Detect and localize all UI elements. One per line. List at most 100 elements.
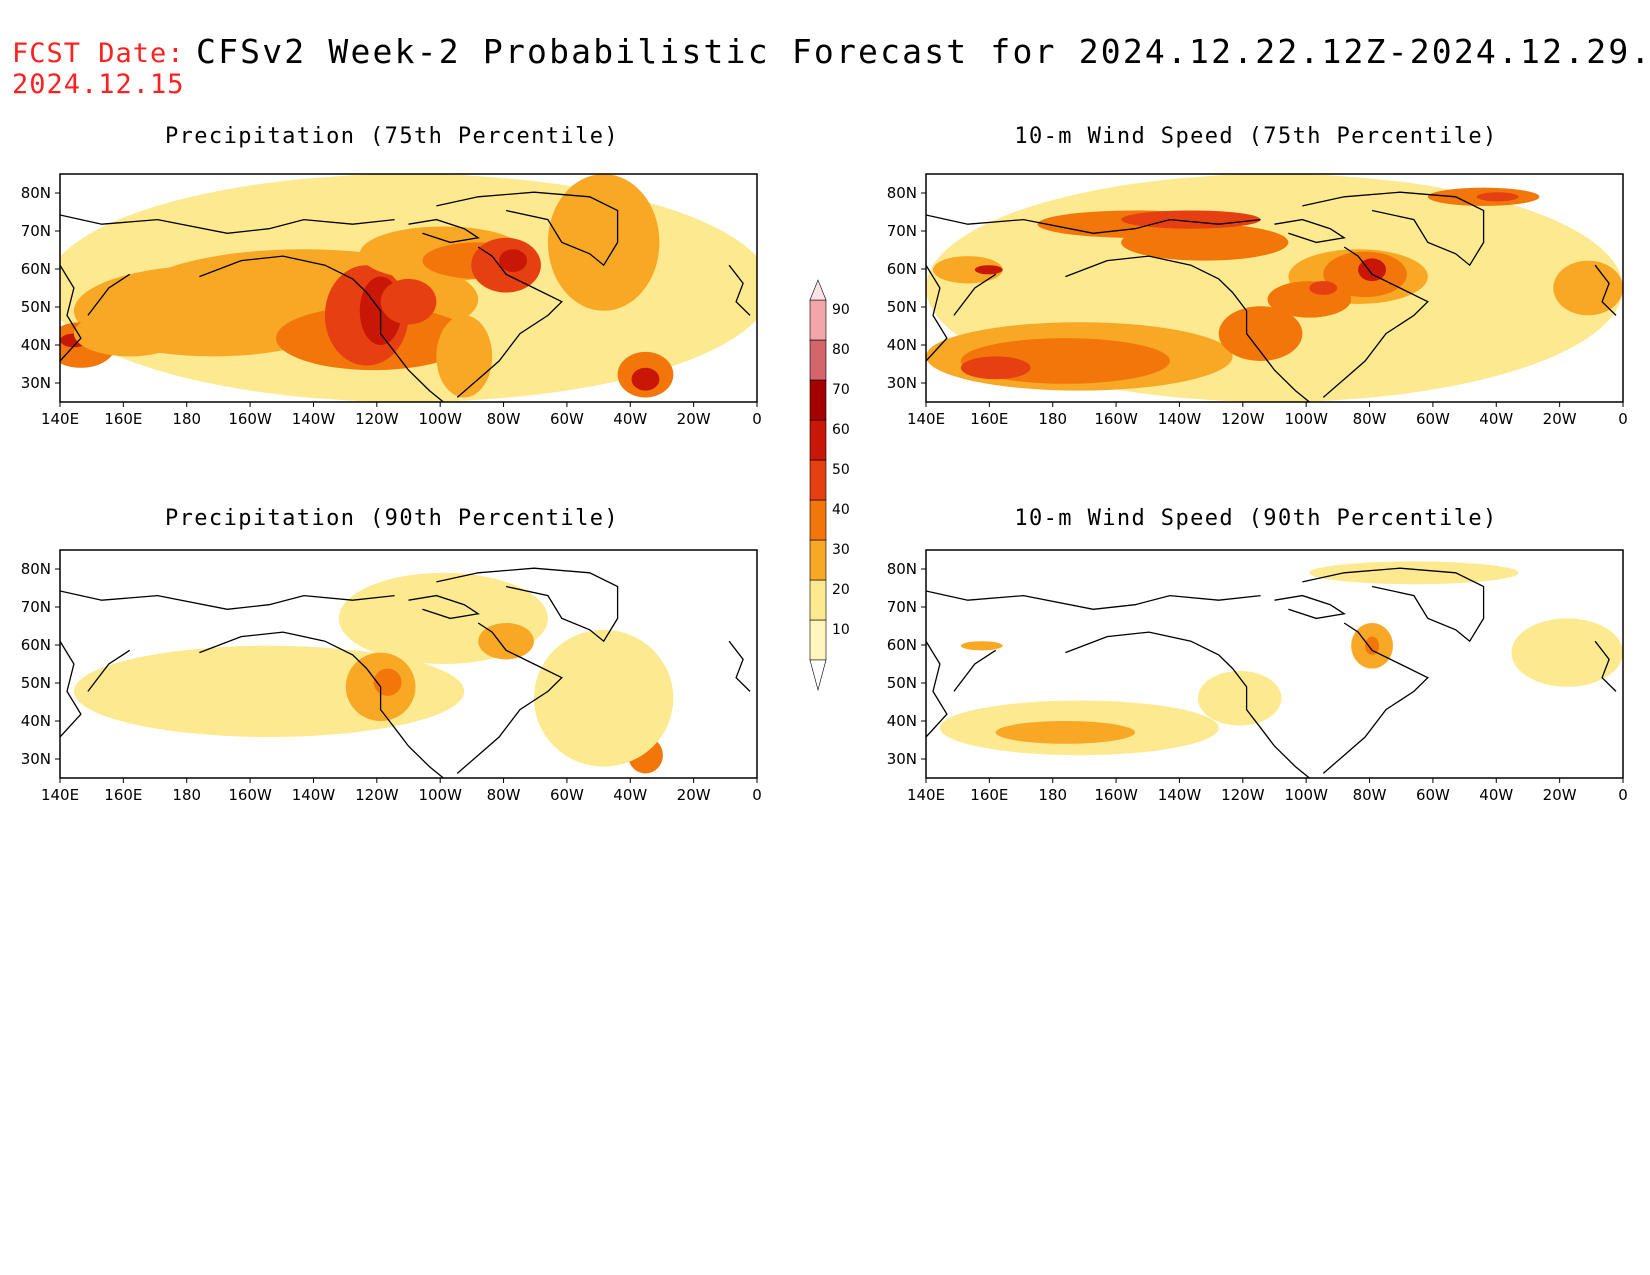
lon-tick-label: 100W [1284, 786, 1328, 804]
lon-tick-label: 120W [1221, 786, 1265, 804]
lat-tick-label: 60N [21, 260, 51, 278]
lon-tick-label: 140W [1158, 410, 1202, 428]
probability-contour [960, 356, 1031, 380]
lon-tick-label: 140W [1158, 786, 1202, 804]
lon-tick-label: 120W [1221, 410, 1265, 428]
lon-tick-label: 80W [487, 410, 521, 428]
probability-contour [631, 367, 660, 391]
lat-tick-label: 80N [887, 560, 917, 578]
map-frame [925, 173, 1624, 403]
colorbar-bottom-cap [809, 659, 827, 692]
coastline [953, 273, 997, 316]
panel-title-wind90: 10-m Wind Speed (90th Percentile) [1014, 506, 1498, 531]
colorbar-label: 50 [832, 462, 850, 478]
probability-contour [1476, 192, 1519, 202]
coastline [199, 631, 444, 778]
probability-contour [960, 641, 1003, 651]
probability-contour [499, 249, 527, 273]
lon-tick-label: 60W [550, 786, 584, 804]
lat-tick-label: 50N [887, 674, 917, 692]
coastline [87, 273, 131, 316]
lat-tick-label: 60N [887, 636, 917, 654]
probability-contour [1309, 281, 1338, 295]
colorbar-legend: 90 80 70 60 50 40 30 20 10 [809, 279, 850, 692]
lon-tick-label: 0 [752, 410, 762, 428]
probability-contour [1365, 636, 1380, 655]
coastline [1594, 640, 1617, 692]
lon-tick-label: 60W [1416, 786, 1450, 804]
coastline [60, 590, 395, 610]
coastline [953, 649, 997, 692]
lon-tick-label: 80W [1353, 410, 1387, 428]
field-shading [926, 550, 1623, 778]
colorbar-segment [809, 499, 827, 541]
colorbar-label: 20 [832, 582, 850, 598]
coastline [926, 264, 948, 362]
field-shading [60, 550, 757, 778]
lon-tick-label: 180 [172, 786, 201, 804]
coastline [408, 594, 480, 620]
lon-tick-label: 160E [970, 786, 1008, 804]
colorbar-top-cap [809, 279, 827, 301]
colorbar-label: 60 [832, 422, 850, 438]
lon-tick-label: 60W [550, 410, 584, 428]
lat-tick-label: 30N [21, 750, 51, 768]
lon-tick-label: 140E [907, 410, 945, 428]
probability-contour [1309, 561, 1519, 585]
lon-tick-label: 160W [1094, 410, 1138, 428]
lon-tick-label: 100W [418, 410, 462, 428]
lon-tick-label: 160W [228, 786, 272, 804]
coastline [1274, 218, 1346, 244]
lon-tick-label: 140W [292, 410, 336, 428]
lat-tick-label: 50N [21, 674, 51, 692]
coastline [60, 640, 82, 738]
coastline [408, 218, 480, 244]
lat-tick-label: 80N [887, 184, 917, 202]
probability-contour [995, 721, 1136, 744]
lat-tick-label: 60N [887, 260, 917, 278]
coastline [1302, 191, 1485, 267]
lon-tick-label: 20W [1543, 410, 1577, 428]
main-title: CFSv2 Week-2 Probabilistic Forecast for … [196, 32, 1650, 71]
lat-tick-label: 40N [887, 712, 917, 730]
coastline [1322, 246, 1429, 398]
fcst-date-value: 2024.12.15 [12, 69, 185, 100]
coastline [1274, 594, 1346, 620]
probability-contour [533, 629, 674, 767]
coastline [199, 255, 444, 402]
lat-tick-label: 40N [21, 336, 51, 354]
lat-tick-label: 70N [887, 222, 917, 240]
map-frame [59, 173, 758, 403]
probability-contour [1267, 281, 1352, 318]
lon-tick-label: 100W [418, 786, 462, 804]
coastline [926, 590, 1261, 610]
lon-tick-label: 40W [613, 410, 647, 428]
probability-contour [1218, 306, 1303, 361]
probability-contour [547, 174, 660, 311]
map-panel-wind90: 80N 70N 60N 50N 40N 30N 140E 160E 180 160W 140W 120… [887, 549, 1628, 804]
lon-tick-label: 140W [292, 786, 336, 804]
forecast-date-block: FCST Date: 2024.12.15 [12, 38, 185, 100]
lat-tick-label: 30N [21, 374, 51, 392]
probability-contour [1511, 618, 1623, 687]
colorbar-segment [809, 579, 827, 621]
colorbar-segment [809, 539, 827, 581]
lat-tick-label: 50N [887, 298, 917, 316]
lon-tick-label: 80W [487, 786, 521, 804]
lon-tick-label: 120W [355, 786, 399, 804]
probability-contour [974, 265, 1003, 275]
lat-tick-label: 80N [21, 560, 51, 578]
coastline [456, 622, 563, 774]
coastline [436, 191, 619, 267]
colorbar-label: 10 [832, 622, 850, 638]
probability-contour [1553, 260, 1623, 316]
lon-tick-label: 40W [1479, 410, 1513, 428]
fcst-date-label: FCST Date: [12, 38, 185, 69]
lon-tick-label: 0 [1618, 786, 1628, 804]
coastline [1322, 622, 1429, 774]
field-shading [60, 174, 757, 402]
coastline [456, 246, 563, 398]
colorbar-segment [809, 339, 827, 381]
colorbar-segment [809, 419, 827, 461]
lon-tick-label: 180 [1038, 786, 1067, 804]
